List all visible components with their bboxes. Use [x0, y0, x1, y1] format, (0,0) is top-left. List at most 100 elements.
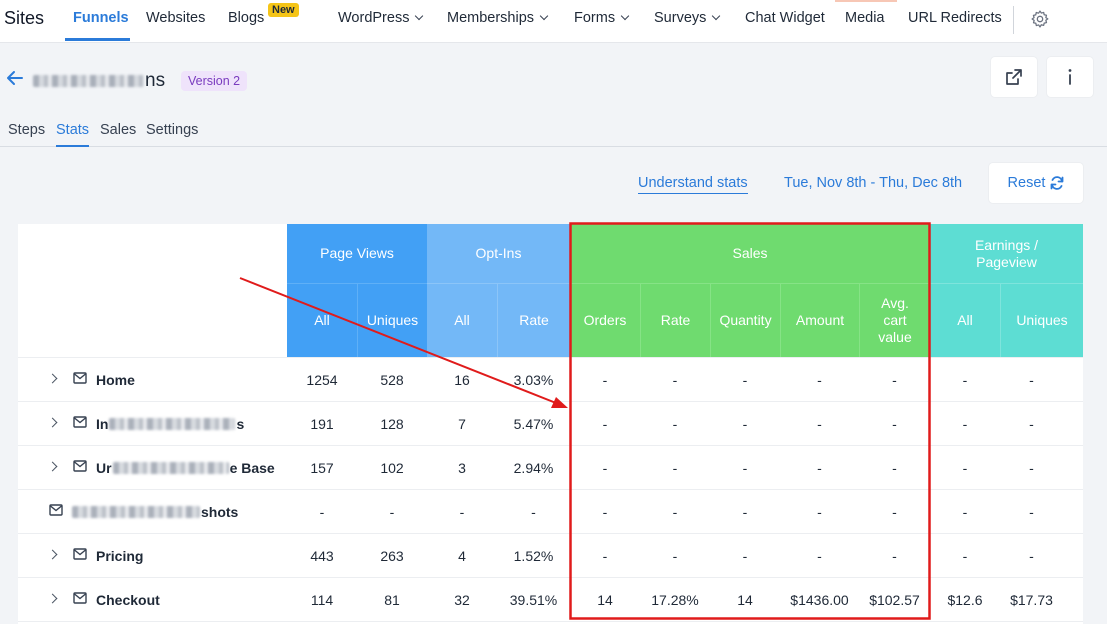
nav-wordpress[interactable]: WordPress — [338, 10, 424, 26]
group-header-page-views: Page Views — [287, 224, 427, 283]
reset-label: Reset — [1007, 175, 1046, 191]
tab-stats[interactable]: Stats — [56, 122, 90, 138]
cell-pageviews-uniques: 102 — [380, 460, 404, 476]
nav-surveys[interactable]: Surveys — [654, 10, 721, 26]
cell-sales-avg-cart: $102.57 — [869, 592, 920, 608]
chevron-right-icon[interactable] — [47, 417, 58, 428]
row-name[interactable]: Pricing — [96, 548, 144, 564]
col-earnings-all[interactable]: All — [930, 283, 1000, 357]
tab-steps[interactable]: Steps — [8, 122, 46, 138]
funnel-title-suffix: ns — [145, 70, 166, 91]
col-earnings-uniques[interactable]: Uniques — [1000, 283, 1083, 357]
email-icon — [73, 416, 87, 428]
understand-stats-link[interactable]: Understand stats — [638, 175, 748, 194]
table-row-4[interactable]: shots - - - - - - - - - - - — [18, 490, 1083, 534]
cell-sales-avg-cart: - — [892, 460, 897, 476]
table-row-checkout[interactable]: Checkout 114 81 32 39.51% 14 17.28% 14 $… — [18, 578, 1083, 622]
col-pageviews-all[interactable]: All — [287, 283, 357, 357]
col-optins-all[interactable]: All — [427, 283, 497, 357]
cell-sales-rate: - — [672, 460, 678, 476]
chevron-down-icon — [712, 11, 721, 21]
cell-sales-avg-cart: - — [892, 548, 897, 564]
col-pageviews-uniques[interactable]: Uniques — [357, 283, 427, 357]
email-icon — [73, 372, 87, 384]
redacted-text — [72, 506, 200, 518]
back-arrow-icon[interactable] — [6, 70, 24, 86]
cell-earnings-all: - — [962, 372, 968, 388]
media-highlight-line — [835, 0, 897, 2]
cell-sales-orders: - — [602, 460, 608, 476]
brand-title: Sites — [4, 8, 45, 28]
cell-earnings-uniques: - — [1029, 416, 1034, 432]
cell-sales-rate: - — [672, 372, 678, 388]
cell-sales-avg-cart: - — [892, 372, 897, 388]
nav-wordpress-label: WordPress — [338, 10, 410, 26]
table-row-2[interactable]: In s 191 128 7 5.47% - - - - - - - — [18, 402, 1083, 446]
gear-icon[interactable] — [1030, 9, 1050, 29]
email-icon — [73, 592, 87, 604]
col-sales-rate[interactable]: Rate — [640, 283, 710, 357]
info-button[interactable] — [1047, 57, 1093, 97]
row-name[interactable]: shots — [72, 490, 238, 534]
nav-memberships[interactable]: Memberships — [447, 10, 549, 26]
col-sales-avg-cart-value[interactable]: Avg. cart value — [859, 283, 930, 357]
nav-websites[interactable]: Websites — [146, 10, 206, 26]
cell-sales-quantity: - — [742, 504, 748, 520]
date-range-picker[interactable]: Tue, Nov 8th - Thu, Dec 8th — [784, 175, 963, 191]
table-row-3[interactable]: Ur e Base 157 102 3 2.94% - - - - - - - — [18, 446, 1083, 490]
cell-pageviews-all: 443 — [310, 548, 334, 564]
nav-url-redirects[interactable]: URL Redirects — [908, 10, 1002, 26]
col-optins-rate[interactable]: Rate — [497, 283, 570, 357]
open-external-button[interactable] — [991, 57, 1037, 97]
nav-blogs[interactable]: Blogs — [228, 10, 265, 26]
cell-pageviews-uniques: 81 — [384, 592, 400, 608]
col-sales-orders[interactable]: Orders — [570, 283, 640, 357]
table-row-home[interactable]: Home 1254 528 16 3.03% - - - - - - - — [18, 358, 1083, 402]
redacted-text — [33, 75, 144, 87]
chevron-right-icon[interactable] — [47, 549, 58, 560]
cell-optins-rate: 39.51% — [509, 592, 558, 608]
chevron-right-icon[interactable] — [47, 373, 58, 384]
nav-chat-widget[interactable]: Chat Widget — [745, 10, 825, 26]
row-name-suffix: e Base — [229, 460, 275, 476]
cell-sales-orders: - — [602, 416, 608, 432]
cell-sales-amount: $1436.00 — [790, 592, 849, 608]
cell-pageviews-uniques: - — [389, 504, 395, 520]
col-sales-amount[interactable]: Amount — [780, 283, 859, 357]
cell-sales-orders: 14 — [597, 592, 613, 608]
tab-settings[interactable]: Settings — [146, 122, 199, 138]
nav-forms-label: Forms — [574, 10, 616, 26]
refresh-icon — [1051, 176, 1064, 190]
cell-optins-all: 16 — [454, 372, 470, 388]
cell-sales-rate: - — [672, 504, 678, 520]
cell-sales-avg-cart: - — [892, 416, 897, 432]
cell-earnings-uniques: - — [1029, 460, 1034, 476]
row-name[interactable]: Checkout — [96, 592, 160, 608]
cell-optins-rate: 1.52% — [513, 548, 554, 564]
row-name[interactable]: Home — [96, 372, 135, 388]
row-name[interactable]: Ur e Base — [96, 446, 275, 490]
nav-forms[interactable]: Forms — [574, 10, 630, 26]
redacted-text — [109, 418, 236, 430]
cell-sales-avg-cart: - — [892, 504, 897, 520]
cell-sales-quantity: - — [742, 372, 748, 388]
tab-sales[interactable]: Sales — [100, 122, 137, 138]
cell-sales-rate: - — [672, 548, 678, 564]
cell-earnings-uniques: - — [1029, 504, 1034, 520]
cell-sales-quantity: 14 — [737, 592, 753, 608]
cell-earnings-all: - — [962, 504, 968, 520]
row-name[interactable]: In s — [96, 402, 244, 446]
cell-pageviews-all: 114 — [310, 592, 334, 608]
chevron-right-icon[interactable] — [47, 461, 58, 472]
reset-button[interactable]: Reset — [989, 163, 1083, 203]
table-row-pricing[interactable]: Pricing 443 263 4 1.52% - - - - - - - — [18, 534, 1083, 578]
cell-optins-all: 32 — [454, 592, 470, 608]
nav-media[interactable]: Media — [845, 10, 885, 26]
chevron-right-icon[interactable] — [47, 593, 58, 604]
nav-funnels[interactable]: Funnels — [73, 10, 129, 26]
col-sales-quantity[interactable]: Quantity — [710, 283, 780, 357]
cell-sales-amount: - — [817, 460, 822, 476]
funnel-title: ns — [33, 70, 165, 92]
cell-pageviews-all: 157 — [310, 460, 334, 476]
new-badge: New — [268, 3, 299, 17]
